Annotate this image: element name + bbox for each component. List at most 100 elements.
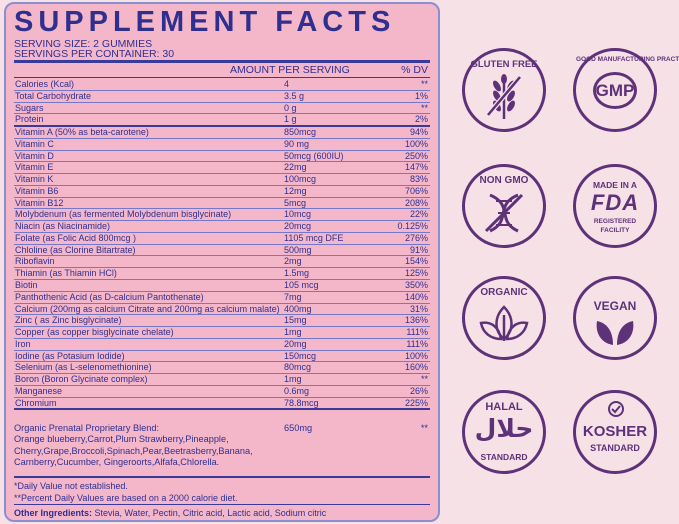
nutrient-row: Vitamin A (50% as beta-carotene) 850mcg 94… — [14, 127, 430, 139]
other-ingredients: Other Ingredients: Stevia, Water, Pectin… — [14, 508, 430, 518]
nutrient-name: Vitamin K — [15, 174, 54, 185]
organic-badge: ORGANIC — [462, 276, 546, 360]
nutrient-amount: 20mg — [284, 338, 307, 349]
nutrient-row: Total Carbohydrate 3.5 g 1% — [14, 91, 430, 103]
blend-dv: ** — [420, 423, 428, 433]
halal-standard-label: STANDARD — [480, 452, 528, 462]
nutrient-dv: 160% — [404, 362, 428, 373]
nutrient-amount: 15mg — [284, 315, 307, 326]
nutrient-amount: 22mg — [284, 162, 307, 173]
nutrient-row: Chloline (as Clorine Bitartrate) 500mg 91% — [14, 245, 430, 257]
nutrient-amount: 1.5mg — [284, 268, 310, 279]
servings-per-container: SERVINGS PER CONTAINER: 30 — [14, 48, 175, 60]
nutrient-name: Protein — [15, 114, 44, 125]
blend-ingredients-line: Carnberry,Cucumber, Gingeroorts,Alfafa,C… — [14, 456, 220, 467]
nutrient-dv: 350% — [404, 280, 428, 291]
nutrient-dv: 250% — [404, 150, 428, 161]
nutrient-dv: 22% — [409, 209, 428, 220]
nutrient-row: Iron 20mg 111% — [14, 339, 430, 351]
non-gmo-label: NON GMO — [479, 175, 529, 186]
gmp-label: GMP — [595, 81, 635, 100]
vegan-leaf-icon — [596, 321, 634, 345]
nutrient-name: Biotin — [15, 280, 38, 291]
nutrient-amount: 50mcg (600IU) — [284, 150, 344, 161]
nutrient-name: Calcium (200mg as calcium Citrate and 20… — [15, 303, 280, 314]
nutrient-dv: 225% — [404, 397, 428, 408]
checkmark-icon — [608, 401, 624, 417]
nutrient-dv: 208% — [404, 197, 428, 208]
nutrient-dv: ** — [420, 79, 428, 89]
nutrient-name: Riboflavin — [15, 256, 55, 267]
serving-size: SERVING SIZE: 2 GUMMIES — [14, 38, 153, 50]
nutrient-name: Niacin (as Niacinamide) — [15, 221, 111, 232]
nutrient-row: Molybdenum (as fermented Molybdenum bisg… — [14, 209, 430, 222]
nutrient-name: Iron — [15, 338, 31, 349]
nutrient-name: Vitamin D — [15, 150, 54, 161]
nutrient-row: Vitamin B6 12mg 706% — [14, 186, 430, 198]
facts-title: SUPPLEMENT FACTS — [14, 6, 396, 38]
vegan-label: VEGAN — [593, 299, 637, 313]
nutrient-amount: 1mg — [284, 327, 302, 338]
nutrient-name: Vitamin E — [15, 162, 54, 173]
nutrient-row: Selenium (as L-selenomethionine) 80mcg 160… — [14, 362, 430, 375]
nutrient-amount: 1105 mcg DFE — [284, 232, 344, 243]
leaves-icon — [479, 305, 529, 341]
nutrient-amount: 7mg — [284, 291, 302, 302]
proprietary-blend: Organic Prenatal Proprietary Blend: 650m… — [14, 423, 430, 468]
halal-arabic-label: حلال — [474, 414, 534, 443]
blend-ingredients-line: Cherry,Grape,Broccoli,Spinach,Pear,Beetr… — [14, 445, 253, 456]
nutrient-row: Protein 1 g 2% — [14, 114, 430, 128]
nutrient-dv: 83% — [409, 174, 428, 185]
nutrient-name: Vitamin B12 — [15, 197, 64, 208]
nutrient-dv: 1% — [414, 90, 428, 101]
nutrient-amount: 105 mcg — [284, 280, 319, 291]
nutrient-name: Chloline (as Clorine Bitartrate) — [15, 244, 136, 255]
nutrient-amount: 400mg — [284, 303, 312, 314]
blend-amount: 650mg — [284, 423, 313, 433]
nutrient-dv: 31% — [409, 303, 428, 314]
divider — [14, 504, 430, 505]
nutrient-row: Vitamin K 100mcg 83% — [14, 174, 430, 186]
nutrient-amount: 12mg — [284, 185, 307, 196]
gmp-ring — [593, 72, 637, 109]
nutrient-dv: 111% — [406, 327, 428, 338]
nutrient-row: Iodine (as Potasium Iodide) 150mcg 100% — [14, 351, 430, 363]
nutrient-dv: 100% — [404, 138, 428, 149]
nutrient-row: Copper (as copper bisglycinate chelate) 1… — [14, 327, 430, 339]
nutrient-name: Manganese — [15, 385, 63, 396]
facts-header: AMOUNT PER SERVING % DV — [14, 60, 430, 78]
nutrient-name: Iodine (as Potasium Iodide) — [15, 350, 125, 361]
nutrient-dv: 154% — [404, 256, 428, 267]
nutrient-dv: 147% — [404, 162, 428, 173]
nutrient-row: Chromium 78.8mcg 225% — [14, 398, 430, 411]
halal-label: HALAL — [485, 401, 523, 413]
facility-label: FACILITY — [600, 227, 630, 234]
nutrient-row: Calories (Kcal) 4 ** — [14, 79, 430, 91]
made-in-label: MADE IN A — [592, 180, 638, 190]
gluten-free-label: GLUTEN FREE — [470, 59, 538, 70]
kosher-standard-label: STANDARD — [590, 443, 640, 453]
nutrient-dv: 91% — [409, 244, 428, 255]
nutrient-row: Riboflavin 2mg 154% — [14, 256, 430, 269]
nutrient-amount: 20mcg — [284, 221, 312, 232]
gmp-badge: GOOD MANUFACTURING PRACTICE GMP — [573, 48, 679, 132]
non-gmo-badge: NON GMO — [462, 164, 546, 248]
nutrient-row: Vitamin D 50mcg (600IU) 250% — [14, 151, 430, 163]
supplement-facts-panel: SUPPLEMENT FACTS SERVING SIZE: 2 GUMMIES… — [4, 2, 440, 522]
nutrient-amount: 150mcg — [284, 350, 317, 361]
nutrient-name: Boron (Boron Glycinate complex) — [15, 374, 148, 385]
nutrient-dv: 111% — [406, 338, 428, 349]
nutrient-amount: 5mcg — [284, 197, 307, 208]
blend-ingredients-line: Orange blueberry,Carrot,Plum Strawberry,… — [14, 434, 229, 445]
dv-header: % DV — [401, 64, 428, 76]
gluten-free-badge: GLUTEN FREE — [462, 48, 546, 132]
nutrient-amount: 100mcg — [284, 174, 317, 185]
nutrient-name: Sugars — [15, 102, 44, 113]
nutrient-row: Folate (as Folic Acid 800mcg ) 1105 mcg D… — [14, 233, 430, 245]
nutrient-amount: 4 — [284, 79, 290, 89]
halal-badge: HALAL حلال STANDARD — [462, 390, 546, 474]
nutrient-dv: 26% — [409, 385, 428, 396]
nutrient-dv: ** — [420, 102, 428, 113]
other-ingredients-value: Stevia, Water, Pectin, Citric acid, Lact… — [92, 508, 327, 518]
nutrient-row: Biotin 105 mcg 350% — [14, 280, 430, 292]
